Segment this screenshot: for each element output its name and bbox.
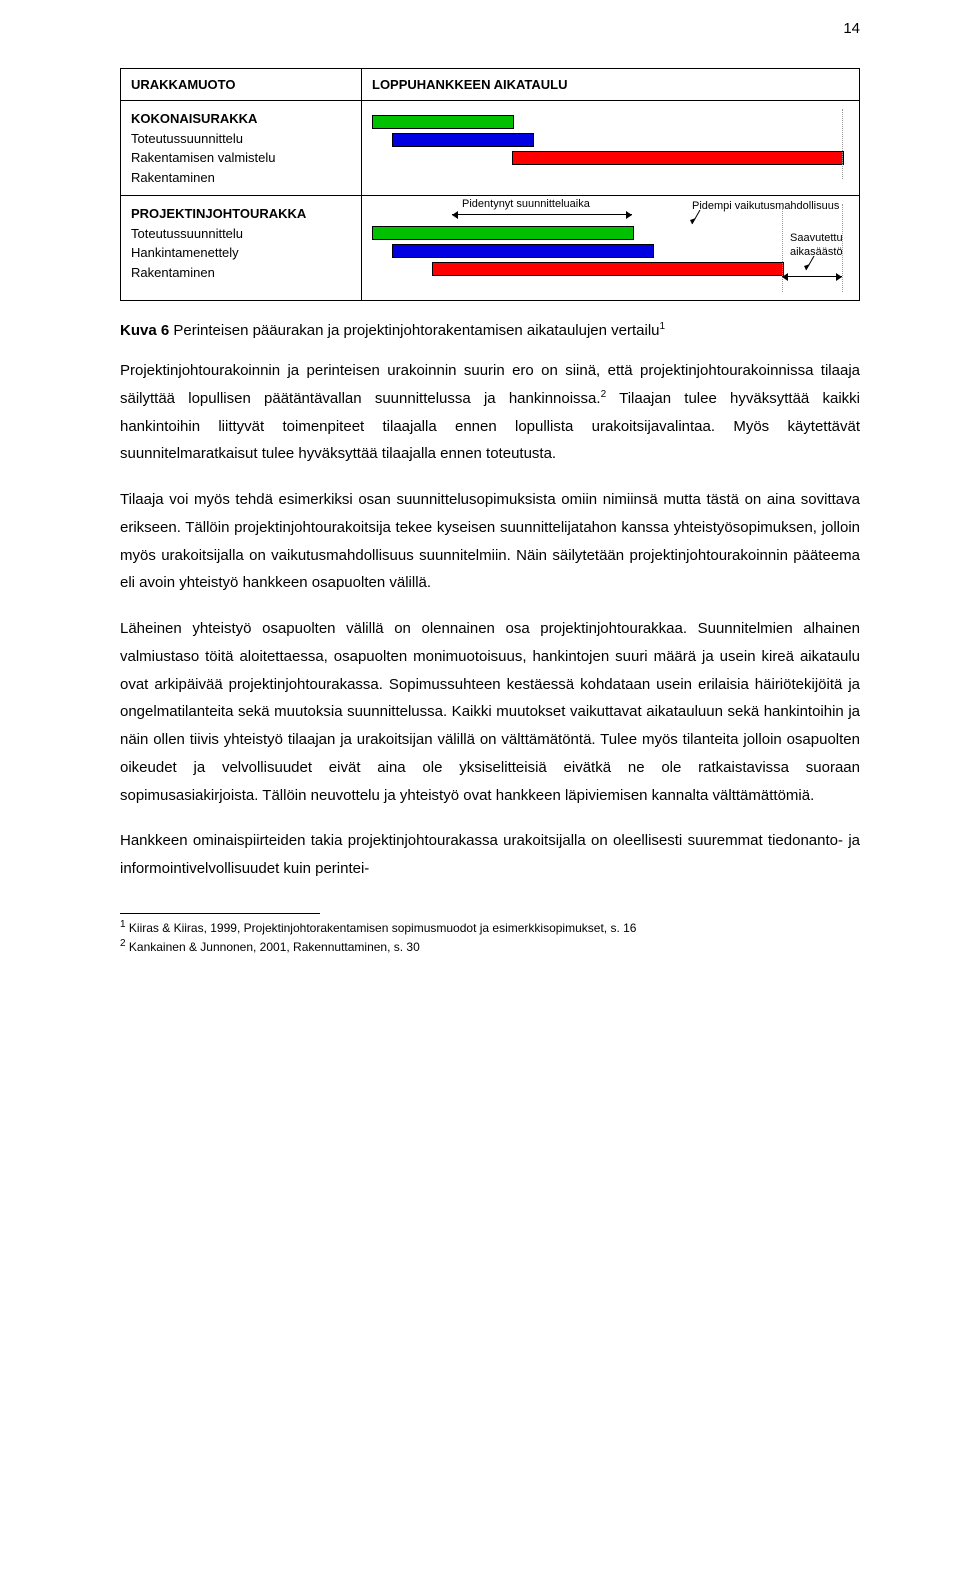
- footnotes: 1 Kiiras & Kiiras, 1999, Projektinjohtor…: [120, 918, 860, 956]
- row2-item2: Rakentaminen: [131, 263, 351, 283]
- caption-sup: 1: [660, 321, 666, 332]
- para-2: Tilaaja voi myös tehdä esimerkiksi osan …: [120, 486, 860, 597]
- para-1: Projektinjohtourakoinnin ja perinteisen …: [120, 357, 860, 468]
- row1-item0: Toteutussuunnittelu: [131, 129, 351, 149]
- footnote-2-text: Kankainen & Junnonen, 2001, Rakennuttami…: [129, 940, 420, 954]
- gantt-bar: [432, 262, 784, 276]
- body-text: Projektinjohtourakoinnin ja perinteisen …: [120, 357, 860, 883]
- th-left: URAKKAMUOTO: [121, 69, 362, 101]
- label-pidentynyt: Pidentynyt suunnitteluaika: [462, 198, 590, 210]
- label-pidempi: Pidempi vaikutusmahdollisuus: [692, 200, 839, 212]
- row1-title: KOKONAISURAKKA: [131, 109, 351, 129]
- dashed-guideline: [842, 204, 843, 292]
- arrow-pidentynyt: [452, 214, 632, 215]
- row2-item1: Hankintamenettely: [131, 243, 351, 263]
- label-saavutettu-1: Saavutettu: [790, 232, 843, 244]
- arrow-down-icon-2: [804, 256, 824, 276]
- para-4: Hankkeen ominaispiirteiden takia projekt…: [120, 827, 860, 883]
- dashed-guideline: [782, 204, 783, 292]
- row2-labels: PROJEKTINJOHTOURAKKA Toteutussuunnittelu…: [131, 204, 351, 282]
- caption-prefix: Kuva 6: [120, 322, 169, 339]
- page-number: 14: [843, 20, 860, 37]
- gantt-bar: [372, 115, 514, 129]
- footnote-2: 2 Kankainen & Junnonen, 2001, Rakennutta…: [120, 937, 860, 956]
- arrow-down-icon: [690, 210, 710, 230]
- th-right: LOPPUHANKKEEN AIKATAULU: [362, 69, 860, 101]
- gantt-bar: [392, 133, 534, 147]
- footnote-rule: [120, 913, 320, 914]
- row1-labels: KOKONAISURAKKA Toteutussuunnittelu Raken…: [131, 109, 351, 187]
- figure-caption: Kuva 6 Perinteisen pääurakan ja projekti…: [120, 321, 860, 339]
- row2-item0: Toteutussuunnittelu: [131, 224, 351, 244]
- gantt-row1: [372, 109, 849, 179]
- gantt-row2: Pidentynyt suunnitteluaika Pidempi vaiku…: [372, 204, 849, 292]
- footnote-1: 1 Kiiras & Kiiras, 1999, Projektinjohtor…: [120, 918, 860, 937]
- footnote-1-text: Kiiras & Kiiras, 1999, Projektinjohtorak…: [129, 921, 637, 935]
- gantt-bar: [512, 151, 844, 165]
- gantt-bar: [392, 244, 654, 258]
- row2-title: PROJEKTINJOHTOURAKKA: [131, 204, 351, 224]
- dashed-guideline: [842, 109, 843, 179]
- caption-text: Perinteisen pääurakan ja projektinjohtor…: [169, 322, 659, 339]
- gantt-bar: [372, 226, 634, 240]
- gantt-table: URAKKAMUOTO LOPPUHANKKEEN AIKATAULU KOKO…: [120, 68, 860, 301]
- arrow-saavutettu: [782, 276, 842, 277]
- row1-item1: Rakentamisen valmistelu: [131, 148, 351, 168]
- para-3: Läheinen yhteistyö osapuolten välillä on…: [120, 615, 860, 809]
- row1-item2: Rakentaminen: [131, 168, 351, 188]
